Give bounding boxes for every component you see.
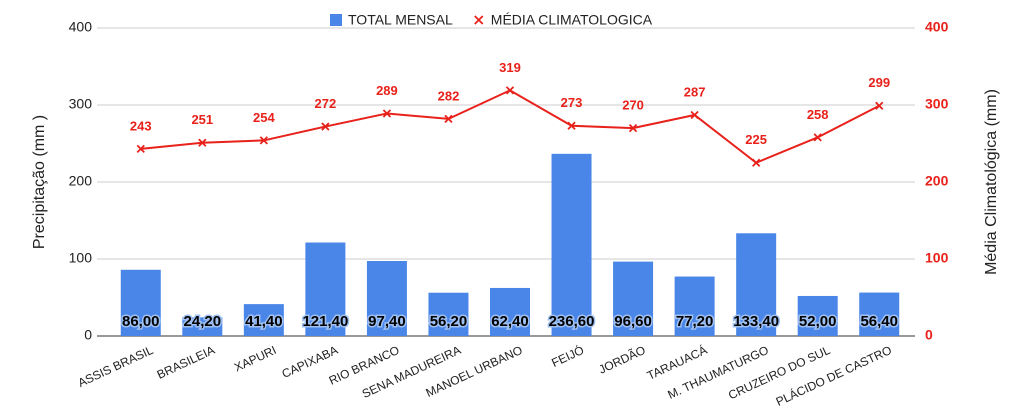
x-tick-label: PLÁCIDO DE CASTRO [773, 342, 894, 409]
bar-value-label: 52,00 [799, 313, 837, 330]
y2-axis-label: Média Climatológica (mm) [983, 89, 1000, 275]
line-value-label: 270 [622, 98, 644, 113]
x-tick-label: XAPURI [232, 343, 278, 375]
y-tick-label: 100 [69, 250, 93, 266]
bar-value-label: 56,20 [430, 313, 468, 330]
bar [182, 317, 223, 336]
x-tick-label: M. THAUMATURGO [666, 343, 771, 402]
bar [859, 292, 900, 336]
bar [551, 153, 592, 336]
bar-value-label: 236,60 [549, 313, 595, 330]
line-value-label: 254 [253, 110, 275, 125]
bar [120, 269, 161, 336]
y-tick-label: 200 [69, 173, 93, 189]
y2-tick-label: 200 [925, 173, 949, 189]
line [140, 89, 880, 164]
line-value-label: 225 [745, 132, 767, 147]
bar-value-label: 77,20 [676, 313, 714, 330]
legend-label: MÉDIA CLIMATOLOGICA [491, 12, 653, 28]
bar [428, 292, 469, 336]
line-marker [321, 122, 330, 131]
x-tick-label: FEIJÓ [549, 342, 586, 370]
bar-value-label: 62,40 [491, 313, 529, 330]
line-marker [567, 121, 576, 130]
y2-tick-label: 0 [925, 327, 933, 343]
line-marker [690, 110, 699, 120]
line-value-label: 273 [561, 95, 583, 110]
line-value-label: 319 [499, 60, 521, 75]
bar [243, 304, 284, 336]
line-marker [444, 114, 453, 123]
line-value-label: 251 [191, 112, 213, 127]
legend-label: TOTAL MENSAL [348, 12, 453, 28]
bar [490, 287, 530, 336]
y-tick-label: 400 [69, 19, 93, 35]
bar-value-label: 24,20 [184, 313, 222, 330]
bar-value-label: 86,00 [122, 313, 160, 330]
line-value-label: 258 [807, 107, 829, 122]
bar [797, 295, 838, 336]
line-value-label: 272 [315, 96, 337, 111]
bar [736, 233, 777, 336]
line-value-label: 299 [868, 75, 890, 90]
bar [674, 276, 715, 336]
line-marker [628, 123, 638, 133]
x-tick-label: BRASILEIA [155, 343, 217, 382]
line-value-label: 289 [376, 83, 398, 98]
bar-value-label: 56,40 [860, 313, 898, 330]
line-marker [259, 136, 268, 145]
y2-tick-label: 400 [925, 19, 949, 35]
legend-swatch [330, 14, 342, 26]
bar-value-label: 121,40 [302, 313, 348, 330]
line-marker [198, 138, 207, 147]
line-marker [382, 109, 392, 118]
bar [613, 261, 654, 336]
bar-value-label: 133,40 [733, 313, 779, 330]
y2-tick-label: 300 [925, 96, 949, 112]
bar-value-label: 97,40 [368, 313, 406, 330]
line-value-label: 287 [684, 84, 706, 99]
bar [305, 242, 346, 336]
line-marker [505, 86, 515, 95]
y-tick-label: 0 [84, 327, 92, 343]
x-tick-label: ASSIS BRASIL [76, 343, 156, 390]
line-marker [752, 158, 761, 167]
line-marker [813, 133, 822, 142]
x-tick-label: JORDÃO [596, 343, 647, 377]
bar-value-label: 96,60 [614, 313, 652, 330]
line-value-label: 282 [438, 88, 460, 103]
y-axis-label: Precipitação (mm ) [31, 115, 48, 249]
y-tick-label: 300 [69, 96, 93, 112]
bar-value-label: 41,40 [245, 313, 283, 330]
line-value-label: 243 [130, 118, 152, 133]
bar [366, 261, 407, 336]
line-marker [136, 144, 145, 154]
line-marker [875, 101, 884, 110]
legend-swatch [474, 15, 484, 25]
y2-tick-label: 100 [925, 250, 949, 266]
